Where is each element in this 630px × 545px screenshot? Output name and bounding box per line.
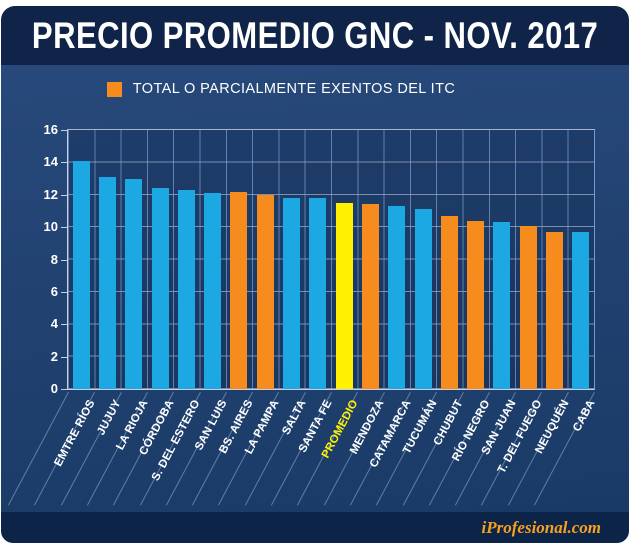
bar-caba — [572, 231, 590, 389]
chart-panel: TOTAL O PARCIALMENTE EXENTOS DEL ITC EMT… — [1, 65, 629, 512]
y-axis-tick-mark — [61, 389, 68, 390]
footer: iProfesional.com — [1, 512, 629, 543]
bar-r-o-negro — [467, 220, 485, 389]
bar-san-juan — [493, 222, 511, 389]
y-axis-tick-mark — [61, 227, 68, 229]
y-axis-tick-label: 4 — [50, 316, 58, 332]
infographic-card: PRECIO PROMEDIO GNC - NOV. 2017 TOTAL O … — [1, 6, 629, 543]
y-axis-tick-mark — [61, 162, 68, 164]
bar-neuqu-n — [546, 231, 564, 389]
header: PRECIO PROMEDIO GNC - NOV. 2017 — [1, 6, 629, 65]
y-axis-tick-mark — [61, 324, 68, 326]
legend: TOTAL O PARCIALMENTE EXENTOS DEL ITC — [0, 81, 595, 97]
bar-salta — [283, 198, 301, 389]
plot-area: EMTRE RÍOS JUJUY LA RIOJA CÓRDOBA S. DEL EST… — [7, 122, 597, 506]
bar-la-pampa — [256, 194, 274, 389]
y-axis-tick-label: 14 — [43, 154, 58, 170]
bar-san-luis — [204, 193, 222, 389]
legend-label: TOTAL O PARCIALMENTE EXENTOS DEL ITC — [132, 81, 456, 97]
bar-mendoza — [361, 204, 379, 389]
brand-watermark: iProfesional.com — [481, 517, 601, 537]
y-axis-tick-mark — [61, 259, 68, 261]
bar-santa-fe — [309, 198, 327, 389]
bar-t-del-fuego — [519, 225, 537, 389]
y-axis-tick-mark — [61, 130, 68, 131]
y-axis-tick-label: 10 — [43, 219, 58, 235]
bar-emtre-r-os — [72, 160, 90, 389]
y-axis-tick-mark — [61, 356, 68, 358]
page-title: PRECIO PROMEDIO GNC - NOV. 2017 — [31, 14, 599, 56]
bar-la-rioja — [125, 178, 143, 389]
bar-catamarca — [388, 206, 406, 389]
y-axis-tick-label: 2 — [50, 348, 58, 364]
y-axis-tick-mark — [61, 291, 68, 293]
bar-chubut — [440, 215, 458, 389]
y-axis-tick-label: 16 — [43, 122, 58, 137]
bar-c-rdoba — [151, 188, 169, 389]
bar-bs-aires — [230, 191, 248, 389]
y-axis-tick-label: 0 — [50, 381, 58, 396]
bar-tucum-n — [414, 209, 432, 389]
bar-s-del-estero — [177, 189, 195, 389]
x-axis-labels: EMTRE RÍOS JUJUY LA RIOJA CÓRDOBA S. DEL EST… — [7, 389, 597, 514]
y-axis-tick-label: 8 — [50, 251, 58, 267]
bar-jujuy — [98, 176, 116, 389]
bar-promedio — [335, 202, 353, 389]
legend-orange-swatch-icon — [106, 81, 122, 97]
y-axis-tick-label: 6 — [50, 283, 58, 299]
y-axis-tick-mark — [61, 194, 68, 196]
y-axis-tick-label: 12 — [43, 186, 58, 202]
